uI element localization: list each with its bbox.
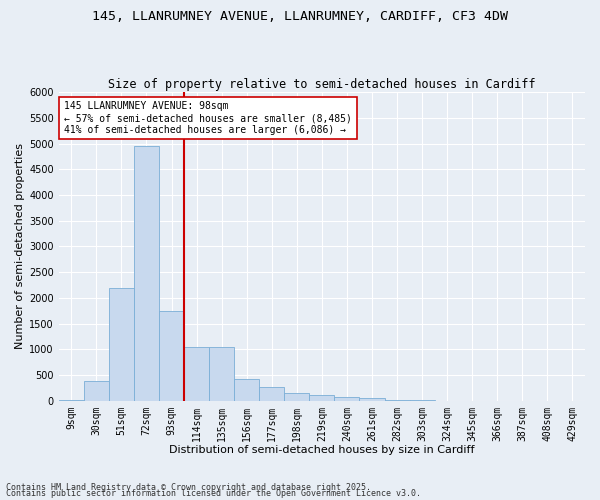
Bar (109, 288, 134, 401)
Bar (259, 387, 284, 400)
Text: 145 LLANRUMNEY AVENUE: 98sqm
← 57% of semi-detached houses are smaller (8,485)
4: 145 LLANRUMNEY AVENUE: 98sqm ← 57% of se… (64, 102, 352, 134)
Bar (334, 396, 359, 400)
X-axis label: Distribution of semi-detached houses by size in Cardiff: Distribution of semi-detached houses by … (169, 445, 475, 455)
Text: 145, LLANRUMNEY AVENUE, LLANRUMNEY, CARDIFF, CF3 4DW: 145, LLANRUMNEY AVENUE, LLANRUMNEY, CARD… (92, 10, 508, 23)
Bar (134, 146, 159, 401)
Bar (84, 381, 109, 400)
Bar (159, 310, 184, 400)
Bar (284, 393, 310, 400)
Text: Contains HM Land Registry data © Crown copyright and database right 2025.: Contains HM Land Registry data © Crown c… (6, 484, 371, 492)
Title: Size of property relative to semi-detached houses in Cardiff: Size of property relative to semi-detach… (108, 78, 536, 91)
Bar (234, 378, 259, 400)
Bar (184, 346, 209, 401)
Bar (359, 398, 385, 400)
Y-axis label: Number of semi-detached properties: Number of semi-detached properties (15, 144, 25, 350)
Text: Contains public sector information licensed under the Open Government Licence v3: Contains public sector information licen… (6, 490, 421, 498)
Bar (209, 346, 234, 401)
Bar (310, 395, 334, 400)
